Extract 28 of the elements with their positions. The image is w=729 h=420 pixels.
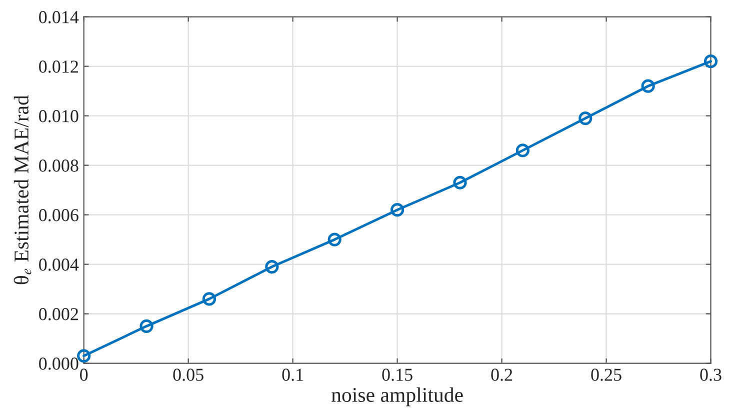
x-tick-label: 0.2 bbox=[491, 368, 512, 381]
x-tick-label: 0.1 bbox=[282, 368, 304, 381]
x-tick-label: 0.05 bbox=[173, 368, 204, 381]
point bbox=[704, 54, 718, 68]
point bbox=[641, 79, 655, 93]
point bbox=[202, 292, 216, 306]
x-tick-label: 0.15 bbox=[382, 368, 412, 381]
x-axis-title: noise amplitude bbox=[332, 387, 463, 406]
point bbox=[453, 176, 467, 190]
y-tick-label: 0.012 bbox=[39, 60, 78, 73]
y-tick-label: 0.008 bbox=[39, 160, 78, 172]
point bbox=[578, 111, 592, 126]
y-tick-label: 0.004 bbox=[39, 258, 79, 271]
x-tick-label: 0 bbox=[80, 368, 88, 381]
y-axis-title: θ$_{e}$ Estimated MAE/rad bbox=[14, 95, 32, 284]
point bbox=[140, 319, 154, 333]
y-tick-label: 0.002 bbox=[39, 308, 78, 320]
point bbox=[328, 232, 342, 246]
point bbox=[390, 203, 404, 217]
y-tick-label: 0.014 bbox=[39, 11, 79, 24]
x-tick-label: 0.3 bbox=[700, 368, 722, 381]
point bbox=[265, 260, 279, 274]
point bbox=[77, 349, 91, 363]
y-tick-label: 0.010 bbox=[39, 110, 78, 122]
x-tick-label: 0.25 bbox=[591, 368, 622, 381]
y-tick-label: 0.000 bbox=[39, 358, 78, 370]
point bbox=[516, 144, 530, 158]
y-tick-label: 0.006 bbox=[39, 209, 78, 222]
